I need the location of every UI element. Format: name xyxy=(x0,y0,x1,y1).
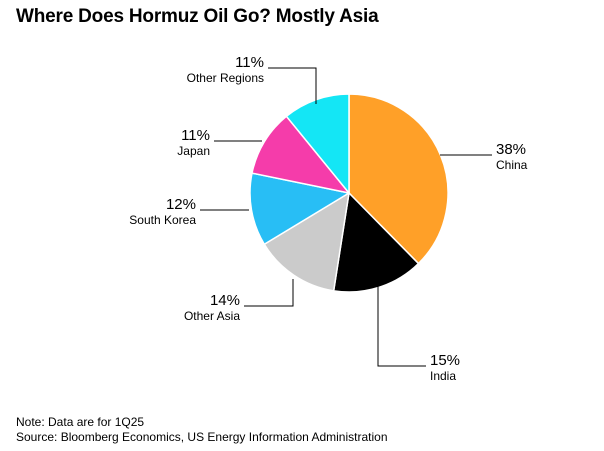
slice-name-label: India xyxy=(430,369,456,383)
slice-name-label: Japan xyxy=(177,144,210,158)
leader-line-india xyxy=(377,281,426,367)
slice-value-label: 38% xyxy=(496,141,526,158)
slice-name-label: South Korea xyxy=(129,213,196,227)
chart-note: Note: Data are for 1Q25 xyxy=(16,415,145,429)
slice-labels: 38%China 15%India 14%Other Asia 12%South Ko… xyxy=(129,54,527,383)
pie-slice-china xyxy=(348,93,449,265)
slice-value-label: 12% xyxy=(166,196,196,213)
slice-value-label: 11% xyxy=(235,54,264,71)
slice-value-label: 11% xyxy=(181,127,210,144)
slice-value-label: 15% xyxy=(430,352,460,369)
slice-name-label: Other Asia xyxy=(184,309,240,323)
pie-slice-south-korea xyxy=(249,172,350,246)
slice-value-label: 14% xyxy=(210,292,240,309)
slice-name-label: Other Regions xyxy=(187,71,264,85)
label-leader-lines xyxy=(200,67,492,367)
leader-line-other-asia xyxy=(244,279,294,307)
pie-slices xyxy=(249,93,449,293)
chart-title: Where Does Hormuz Oil Go? Mostly Asia xyxy=(16,6,379,27)
slice-name-label: China xyxy=(496,158,528,172)
chart-source: Source: Bloomberg Economics, US Energy I… xyxy=(16,430,388,444)
pie-slice-japan xyxy=(251,115,350,194)
leader-line-other-regions xyxy=(268,67,317,104)
pie-slice-india xyxy=(332,192,420,293)
pie-slice-other-asia xyxy=(263,192,350,292)
